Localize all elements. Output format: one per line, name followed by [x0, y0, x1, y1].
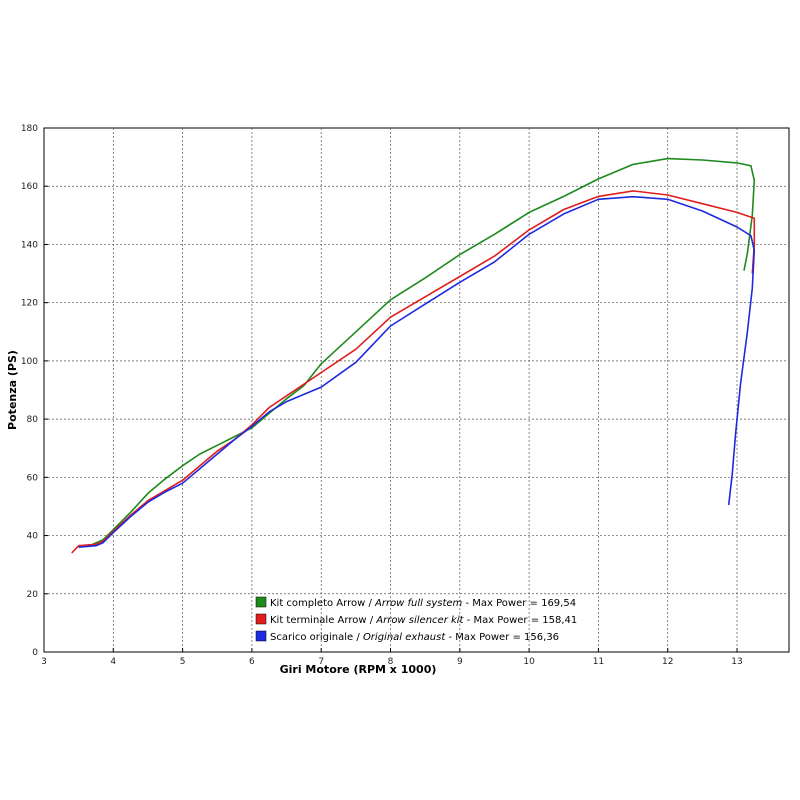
legend-green-en: Arrow full system — [374, 598, 463, 609]
series-line-red — [71, 190, 756, 554]
y-tick-label: 20 — [27, 590, 39, 600]
legend-swatch-red — [255, 613, 267, 625]
legend-blue-it: Scarico originale — [270, 632, 353, 643]
series-lines — [71, 157, 756, 554]
x-tick-label: 3 — [41, 657, 47, 667]
x-tick-label: 9 — [457, 657, 463, 667]
legend-green-max: - Max Power = 169,54 — [462, 598, 576, 609]
y-tick-label: 80 — [27, 415, 39, 425]
x-tick-label: 11 — [593, 657, 604, 667]
legend-entry-blue: Scarico originale / Original exhaust - M… — [270, 632, 559, 643]
y-tick-label: 120 — [21, 299, 38, 309]
legend-red-en: Arrow silencer kit — [375, 615, 464, 626]
y-tick-label: 60 — [27, 473, 39, 483]
legend-red-max: - Max Power = 158,41 — [463, 615, 577, 626]
y-tick-label: 100 — [21, 357, 38, 367]
legend-swatch-green — [255, 596, 267, 608]
y-tick-label: 160 — [21, 182, 38, 192]
legend-entry-red: Kit terminale Arrow / Arrow silencer kit… — [270, 615, 577, 626]
y-axis-ticks: 0 20 40 60 80 100 120 140 160 180 — [21, 124, 48, 658]
legend-green-it: Kit completo Arrow — [270, 598, 365, 609]
x-tick-label: 10 — [523, 657, 535, 667]
x-tick-label: 12 — [662, 657, 673, 667]
x-tick-label: 4 — [110, 657, 116, 667]
legend-red-it: Kit terminale Arrow — [270, 615, 367, 626]
x-axis-title: Giri Motore (RPM x 1000) — [280, 663, 437, 676]
y-tick-label: 40 — [27, 532, 39, 542]
legend-entry-green: Kit completo Arrow / Arrow full system -… — [270, 598, 576, 609]
legend-swatch-blue — [255, 630, 267, 642]
series-line-blue — [78, 195, 756, 548]
series-line-green — [92, 157, 756, 546]
y-tick-label: 140 — [21, 240, 38, 250]
y-tick-label: 180 — [21, 124, 38, 134]
x-axis-ticks: 3 4 5 6 7 8 9 10 11 12 13 — [41, 648, 743, 667]
x-tick-label: 5 — [180, 657, 186, 667]
legend-blue-en: Original exhaust — [363, 632, 446, 643]
y-axis-title: Potenza (PS) — [6, 350, 19, 430]
x-tick-label: 7 — [318, 657, 324, 667]
legend: Kit completo Arrow / Arrow full system -… — [255, 596, 577, 643]
plot-frame — [43, 127, 790, 653]
legend-blue-sep: / — [353, 632, 363, 643]
x-tick-label: 13 — [731, 657, 742, 667]
legend-red-sep: / — [367, 615, 377, 626]
x-tick-label: 6 — [249, 657, 255, 667]
legend-green-sep: / — [365, 598, 375, 609]
y-tick-label: 0 — [32, 648, 38, 658]
x-tick-label: 8 — [388, 657, 394, 667]
legend-blue-max: - Max Power = 156,36 — [445, 632, 559, 643]
